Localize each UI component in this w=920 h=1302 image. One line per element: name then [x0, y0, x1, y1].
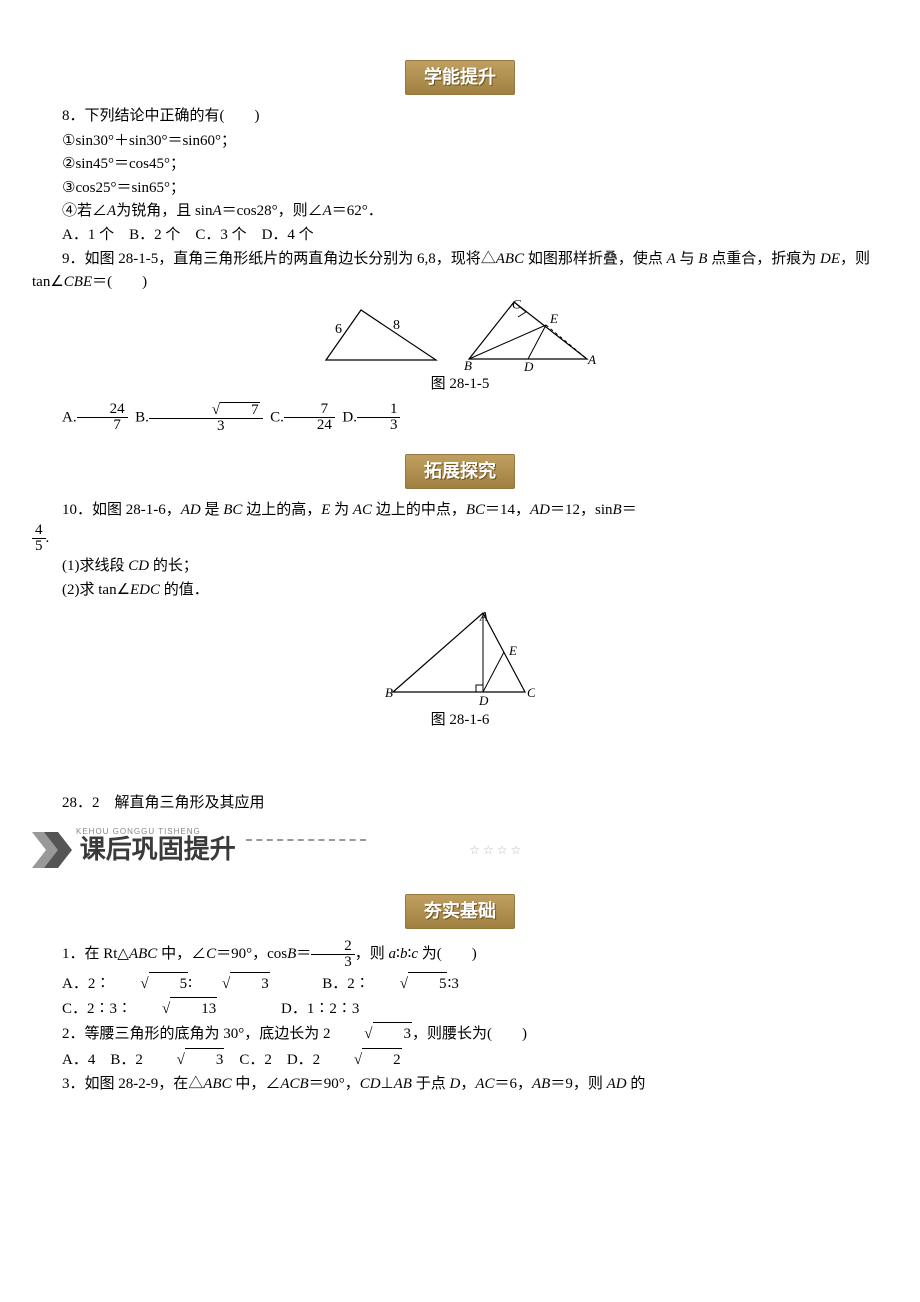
q10-part2: (2)求 tan∠EDC 的值． — [32, 579, 888, 602]
q3-stem: 3．如图 28-2-9，在△ABC 中，∠ACB＝90°，CD⊥AB 于点 D，… — [32, 1073, 888, 1096]
svg-text:6: 6 — [335, 322, 342, 337]
q8-stem: 8．下列结论中正确的有( ) — [32, 105, 888, 128]
q8-line1: ①sin30°＋sin30°＝sin60°； — [32, 130, 888, 153]
banner-explore: 拓展探究 — [405, 454, 515, 489]
q10-svg: A B C D E — [385, 607, 535, 707]
svg-text:C: C — [512, 299, 521, 312]
q8-line2: ②sin45°＝cos45°； — [32, 153, 888, 176]
q9-figure: 6 8 C B A D E — [32, 299, 888, 371]
q1-options-row2: C．2∶3∶13 D．1∶2∶3 — [32, 997, 888, 1021]
q9-svg-left: 6 8 — [321, 305, 441, 365]
q1-options-row1: A．2∶5∶3 B．2∶5∶3 — [32, 972, 888, 996]
q8-line4: ④若∠A为锐角，且 sinA＝cos28°，则∠A＝62°． — [32, 200, 888, 223]
q8-line3: ③cos25°＝sin65°； — [32, 177, 888, 200]
q8-options: A．1 个 B．2 个 C．3 个 D．4 个 — [32, 224, 888, 247]
svg-text:A: A — [479, 609, 488, 624]
q9-svg-right: C B A D E — [464, 299, 599, 371]
section-28-2-title: 28．2 解直角三角形及其应用 — [32, 792, 888, 815]
svg-text:E: E — [508, 643, 517, 658]
svg-text:B: B — [385, 685, 393, 700]
svg-text:B: B — [464, 358, 472, 371]
q10-figure-label: 图 28-1-6 — [32, 709, 888, 732]
q1-stem: 1．在 Rt△ABC 中，∠C＝90°，cosB＝23，则 a∶b∶c 为( ) — [32, 939, 888, 970]
svg-text:D: D — [478, 693, 489, 707]
banner-basics: 夯实基础 — [405, 894, 515, 929]
q10-frac: 45. — [32, 523, 888, 554]
q10-part1: (1)求线段 CD 的长； — [32, 555, 888, 578]
q9-figure-label: 图 28-1-5 — [32, 373, 888, 396]
q9-options: A.247 B.73 C.724 D.13 — [32, 402, 888, 434]
svg-text:8: 8 — [393, 318, 400, 333]
svg-text:E: E — [549, 311, 558, 326]
svg-text:A: A — [587, 352, 596, 367]
kehou-banner: KEHOU GONGGU TISHENG 课后巩固提升 ☆ ☆ ☆ ☆ — [32, 830, 888, 874]
banner-ability: 学能提升 — [405, 60, 515, 95]
q9-stem: 9．如图 28-1-5，直角三角形纸片的两直角边长分别为 6,8，现将△ABC … — [32, 248, 888, 293]
q10-stem: 10．如图 28-1-6，AD 是 BC 边上的高，E 为 AC 边上的中点，B… — [32, 499, 888, 522]
q10-figure: A B C D E — [32, 607, 888, 707]
svg-text:D: D — [523, 359, 534, 371]
q2-options: A．4 B．2 3 C．2 D．2 2 — [32, 1048, 888, 1072]
svg-text:C: C — [527, 685, 535, 700]
q2-stem: 2．等腰三角形的底角为 30°，底边长为 2 3，则腰长为( ) — [32, 1022, 888, 1046]
